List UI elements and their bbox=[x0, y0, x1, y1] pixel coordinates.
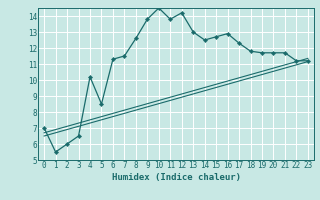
X-axis label: Humidex (Indice chaleur): Humidex (Indice chaleur) bbox=[111, 173, 241, 182]
